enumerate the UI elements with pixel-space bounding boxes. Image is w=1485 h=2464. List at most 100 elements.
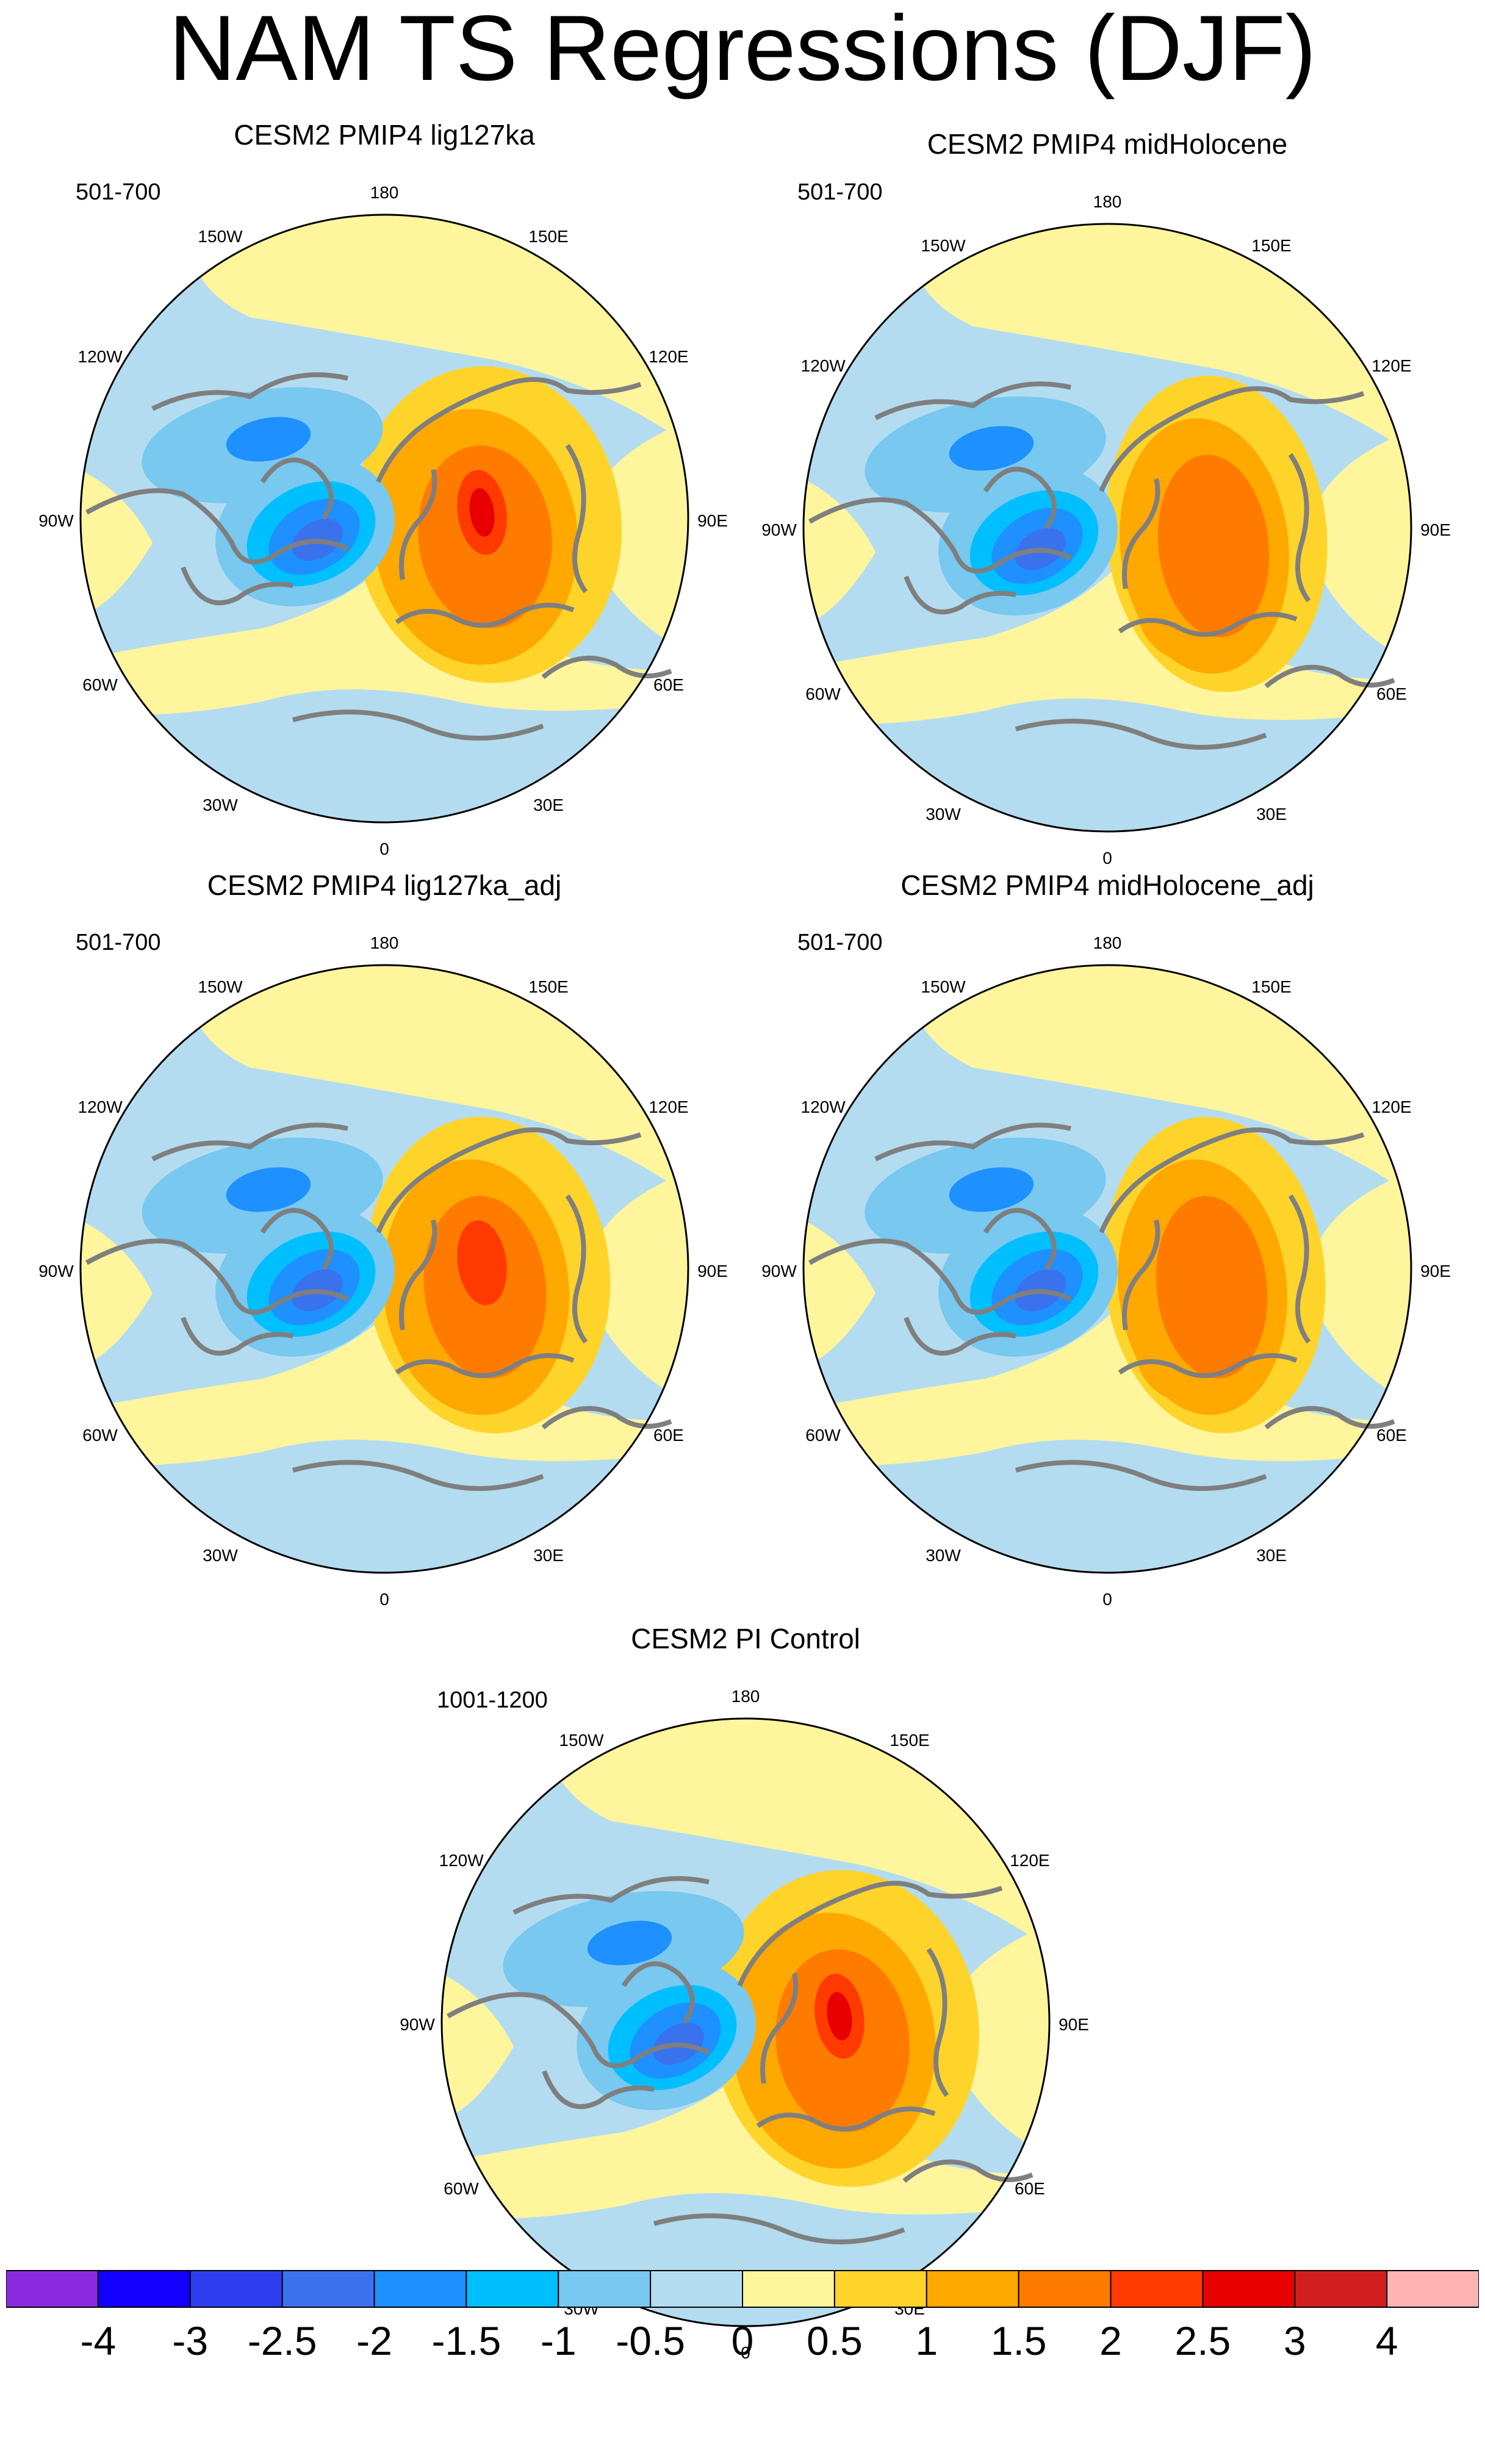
coastline bbox=[1099, 386, 1365, 492]
colorbar-tick-label: 0 bbox=[732, 2318, 754, 2363]
longitude-label: 0 bbox=[1102, 1590, 1112, 1609]
coastline bbox=[181, 566, 293, 606]
colorbar-swatch bbox=[1018, 2270, 1112, 2308]
coastline bbox=[1288, 453, 1311, 603]
coastline bbox=[926, 1947, 949, 2097]
coastline bbox=[292, 1460, 544, 1491]
longitude-label: 30W bbox=[203, 1546, 238, 1565]
colorbar-swatch bbox=[466, 2270, 559, 2308]
cold-anomaly-alaska bbox=[949, 1167, 1034, 1212]
coastline bbox=[292, 709, 544, 741]
colorbar-tick-label: -0.5 bbox=[616, 2318, 685, 2363]
coastline bbox=[151, 1122, 348, 1162]
coastline bbox=[565, 1194, 588, 1344]
panel-title: CESM2 PMIP4 midHolocene_adj bbox=[901, 869, 1314, 901]
longitude-label: 30E bbox=[533, 796, 564, 814]
period-label: 501-700 bbox=[797, 930, 883, 955]
coastline bbox=[399, 1219, 437, 1331]
longitude-label: 60E bbox=[1376, 684, 1407, 703]
coastline bbox=[1099, 1127, 1365, 1234]
longitude-label: 90E bbox=[697, 511, 728, 530]
longitude-label: 150W bbox=[921, 236, 966, 255]
longitude-label: 30W bbox=[926, 805, 961, 824]
colorbar-tick-label: 0.5 bbox=[807, 2318, 863, 2363]
field-positive-atlantic-belt bbox=[442, 2059, 1049, 2219]
colorbar-tick-label: 2 bbox=[1099, 2318, 1122, 2363]
field-positive-asia-rim bbox=[1308, 430, 1411, 662]
regression-field bbox=[804, 224, 1411, 832]
coastline bbox=[983, 467, 1057, 530]
map-boundary bbox=[440, 1717, 1051, 2327]
coastlines bbox=[808, 381, 1395, 750]
longitude-label: 0 bbox=[379, 839, 389, 858]
longitude-label: 30E bbox=[1256, 1546, 1287, 1565]
longitude-label: 150W bbox=[198, 227, 243, 246]
map-panel-midholocene: CESM2 PMIP4 midHolocene 501-700 180 150E 1… bbox=[747, 128, 1467, 872]
coastline bbox=[756, 2107, 936, 2132]
longitude-label: 180 bbox=[732, 1687, 760, 1706]
coastline bbox=[1122, 478, 1160, 589]
longitude-label: 120E bbox=[1372, 1097, 1411, 1116]
field-positive-atlantic-belt bbox=[804, 1306, 1411, 1466]
longitude-label: 90W bbox=[761, 520, 797, 539]
colorbar-swatch bbox=[281, 2270, 375, 2308]
panel-title: CESM2 PMIP4 lig127ka_adj bbox=[207, 869, 562, 901]
coastline bbox=[395, 603, 575, 628]
coastline bbox=[1118, 612, 1298, 637]
longitude-label: 150W bbox=[198, 977, 243, 996]
warm-anomaly-2 bbox=[457, 1220, 507, 1306]
coastline bbox=[904, 575, 1016, 615]
coastline bbox=[1264, 664, 1395, 689]
colorbar: -4 -3 -2.5 -2 -1.5 -1 -0.5 0 0.5 1 1.5 2 2.5 3 4 bbox=[6, 2270, 1479, 2363]
regression-field bbox=[81, 965, 688, 1573]
colorbar-swatch bbox=[1386, 2270, 1479, 2308]
colorbar-tick-label: -2 bbox=[356, 2318, 392, 2363]
coastline bbox=[151, 372, 348, 411]
colorbar-swatch bbox=[650, 2270, 743, 2308]
field-positive-asia-rim bbox=[585, 1171, 688, 1403]
colorbar-tick-label: 1 bbox=[915, 2318, 938, 2363]
longitude-label: 0 bbox=[741, 2343, 750, 2362]
longitude-label: 120E bbox=[1372, 356, 1411, 375]
longitude-label: 150E bbox=[890, 1731, 929, 1750]
map-boundary bbox=[802, 964, 1412, 1574]
longitude-label: 150E bbox=[528, 977, 568, 996]
longitude-label: 180 bbox=[370, 933, 399, 952]
coastline bbox=[399, 469, 437, 580]
coastline bbox=[904, 1316, 1016, 1356]
period-label: 501-700 bbox=[76, 179, 161, 205]
longitude-label: 150W bbox=[921, 977, 966, 996]
coastlines bbox=[447, 1876, 1034, 2244]
longitude-label: 90E bbox=[1420, 1262, 1451, 1280]
panel-title: CESM2 PMIP4 midHolocene bbox=[927, 128, 1288, 160]
colorbar-swatch bbox=[373, 2270, 467, 2308]
coastline bbox=[260, 458, 334, 520]
field-positive-asia-rim bbox=[946, 1925, 1049, 2157]
colorbar-tick-label: 1.5 bbox=[991, 2318, 1047, 2363]
coastline bbox=[376, 377, 642, 483]
longitude-label: 120W bbox=[801, 1097, 846, 1116]
warm-anomaly-1.5 bbox=[1156, 1196, 1268, 1379]
map-panel-lig127ka-adj: CESM2 PMIP4 lig127ka_adj 501-700 180 150E… bbox=[24, 869, 744, 1614]
longitude-label: 120W bbox=[439, 1851, 484, 1870]
coastline bbox=[653, 2213, 905, 2244]
cold-anomaly-alaska bbox=[587, 1920, 672, 1966]
colorbar-tick-label: 3 bbox=[1284, 2318, 1306, 2363]
panel-title: CESM2 PMIP4 lig127ka bbox=[234, 119, 535, 151]
colorbar-swatch bbox=[742, 2270, 835, 2308]
field-positive-atlantic-belt bbox=[81, 1306, 688, 1466]
colorbar-swatch bbox=[6, 2270, 99, 2308]
longitude-label: 120W bbox=[78, 347, 123, 366]
longitude-label: 30W bbox=[926, 1546, 961, 1565]
coastline bbox=[181, 1316, 293, 1356]
longitude-label: 90E bbox=[697, 1262, 728, 1280]
coastline bbox=[1288, 1194, 1311, 1344]
colorbar-tick-label: -2.5 bbox=[248, 2318, 317, 2363]
colorbar-swatch bbox=[189, 2270, 283, 2308]
longitude-label: 60W bbox=[82, 675, 118, 694]
regression-field bbox=[804, 965, 1411, 1573]
field-positive-atlantic-belt bbox=[804, 564, 1411, 725]
longitude-label: 90W bbox=[38, 511, 74, 530]
